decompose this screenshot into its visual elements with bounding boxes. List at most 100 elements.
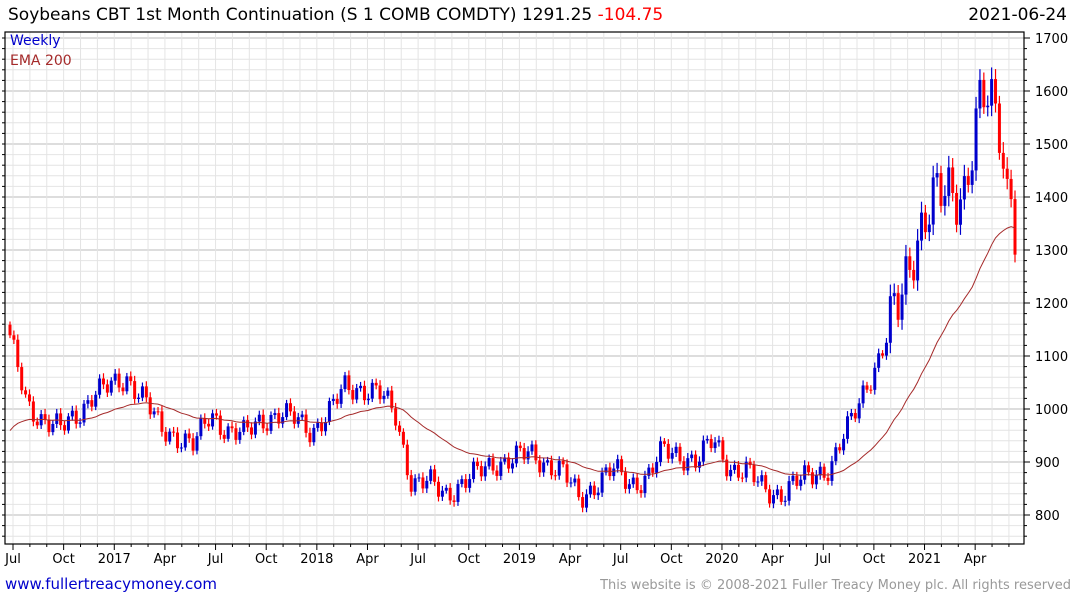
candle-down xyxy=(982,79,986,108)
candle-up xyxy=(300,414,304,418)
candle-down xyxy=(121,387,125,392)
candle-down xyxy=(398,425,402,432)
x-tick-label: Apr xyxy=(761,552,784,567)
candle-up xyxy=(935,173,939,178)
candle-down xyxy=(436,481,440,497)
candle-down xyxy=(721,440,725,460)
candle-up xyxy=(273,413,277,415)
x-tick-label: Apr xyxy=(559,552,582,567)
candle-down xyxy=(561,460,565,465)
y-tick-label: 1500 xyxy=(1035,138,1068,153)
site-link[interactable]: www.fullertreacymoney.com xyxy=(5,575,218,593)
candle-down xyxy=(421,477,425,489)
candles xyxy=(8,67,1017,513)
candle-up xyxy=(316,422,320,428)
candle-up xyxy=(990,79,994,106)
candle-down xyxy=(250,427,254,435)
x-tick-label: Apr xyxy=(964,552,987,567)
candle-up xyxy=(783,500,787,502)
candle-up xyxy=(771,495,775,504)
candle-down xyxy=(464,479,468,488)
candle-up xyxy=(655,461,659,473)
candle-up xyxy=(514,445,518,464)
candle-up xyxy=(140,386,144,398)
candle-down xyxy=(43,414,47,420)
candle-down xyxy=(20,367,24,391)
candle-up xyxy=(285,403,289,418)
candle-down xyxy=(362,385,366,401)
legend-ema: EMA 200 xyxy=(10,53,72,69)
candle-down xyxy=(495,470,499,476)
candle-up xyxy=(51,423,55,433)
candle-up xyxy=(460,479,464,485)
candle-down xyxy=(35,421,39,426)
candle-up xyxy=(195,436,199,451)
candle-down xyxy=(764,475,768,490)
candle-down xyxy=(203,418,207,424)
candle-down xyxy=(923,212,927,233)
candle-up xyxy=(429,469,433,481)
candle-down xyxy=(390,390,394,409)
candle-up xyxy=(943,195,947,206)
candle-up xyxy=(226,426,230,439)
x-tick-label: Oct xyxy=(863,552,885,567)
candle-up xyxy=(98,378,102,395)
candle-up xyxy=(82,403,86,423)
candle-down xyxy=(620,459,624,473)
candle-down xyxy=(1013,199,1017,255)
candle-down xyxy=(694,454,698,468)
candle-down xyxy=(31,401,35,422)
candle-up xyxy=(483,466,487,477)
candle-down xyxy=(218,415,222,435)
candle-down xyxy=(908,256,912,270)
candle-down xyxy=(160,411,164,432)
candle-down xyxy=(16,339,20,368)
candle-up xyxy=(659,441,663,462)
candle-up xyxy=(327,401,331,423)
candle-up xyxy=(370,382,374,399)
y-tick-label: 1600 xyxy=(1035,85,1068,100)
candle-up xyxy=(861,385,865,404)
candle-up xyxy=(324,422,328,432)
candle-down xyxy=(534,444,538,461)
candle-up xyxy=(257,414,261,422)
candle-up xyxy=(366,398,370,401)
candle-up xyxy=(199,418,203,437)
candle-up xyxy=(386,390,390,396)
candle-up xyxy=(814,475,818,485)
candle-down xyxy=(912,269,916,281)
candle-down xyxy=(405,444,409,476)
candle-down xyxy=(549,460,553,476)
candle-up xyxy=(857,403,861,419)
x-tick-label: Apr xyxy=(356,552,379,567)
candle-down xyxy=(779,489,783,502)
candle-down xyxy=(234,428,238,440)
candle-down xyxy=(955,192,959,225)
candle-up xyxy=(546,460,550,463)
candle-down xyxy=(577,478,581,498)
candle-up xyxy=(359,385,363,389)
legend-weekly: Weekly xyxy=(10,33,61,49)
candle-up xyxy=(86,400,90,404)
candle-up xyxy=(604,467,608,473)
x-tick-label: 2019 xyxy=(503,552,536,567)
candle-up xyxy=(760,475,764,482)
candle-up xyxy=(440,490,444,497)
candle-up xyxy=(791,475,795,482)
candle-up xyxy=(355,388,359,400)
candle-up xyxy=(904,256,908,295)
candle-up xyxy=(542,462,546,473)
candle-down xyxy=(1009,178,1013,200)
candle-down xyxy=(24,390,28,395)
candle-up xyxy=(962,176,966,200)
candle-up xyxy=(877,353,881,368)
candle-down xyxy=(374,382,378,386)
candle-up xyxy=(573,478,577,483)
candle-down xyxy=(433,469,437,482)
candle-up xyxy=(818,466,822,476)
candle-up xyxy=(900,294,904,320)
candle-up xyxy=(557,460,561,476)
candle-up xyxy=(729,469,733,477)
axes: 800 900 1000 1100 1200 1300 1400 1500 1600 1700 Ju… xyxy=(2,32,1068,567)
